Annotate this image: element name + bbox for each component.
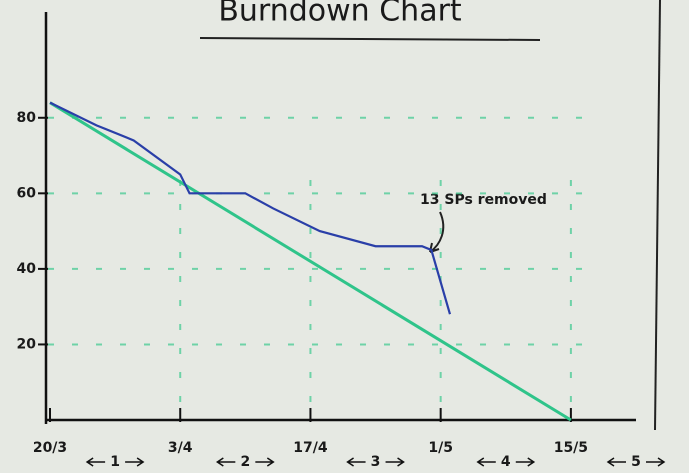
page: Burndown Chart 13 SPs removed 20 40 60 80 20… — [0, 0, 689, 473]
sprint-label: 5 — [631, 454, 641, 470]
x-tick-label: 3/4 — [168, 440, 193, 456]
x-tick-label: 17/4 — [293, 440, 328, 456]
annotation: 13 SPs removed — [420, 192, 547, 208]
sprint-label: 3 — [371, 454, 381, 470]
y-tick-label: 20 — [17, 336, 37, 352]
sprint-label: 4 — [501, 454, 511, 470]
board — [0, 0, 689, 473]
x-tick-label: 20/3 — [33, 440, 67, 456]
y-tick-label: 40 — [17, 261, 37, 277]
y-tick-label: 80 — [17, 110, 37, 126]
sprint-label: 1 — [110, 454, 120, 470]
sprint-label: 2 — [240, 454, 250, 470]
x-tick-label: 1/5 — [428, 440, 453, 456]
chart-title: Burndown Chart — [218, 0, 462, 29]
y-tick-label: 60 — [17, 185, 37, 201]
x-tick-label: 15/5 — [554, 440, 588, 456]
chart: Burndown Chart 13 SPs removed 20 40 60 80 20… — [0, 0, 689, 473]
